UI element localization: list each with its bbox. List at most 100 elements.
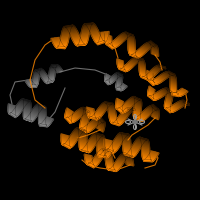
Polygon shape: [24, 104, 31, 107]
Polygon shape: [126, 64, 133, 67]
Polygon shape: [83, 114, 89, 119]
Polygon shape: [80, 34, 89, 37]
Polygon shape: [23, 100, 31, 103]
Polygon shape: [53, 41, 61, 43]
Polygon shape: [104, 152, 112, 154]
Polygon shape: [116, 85, 121, 88]
Polygon shape: [132, 54, 140, 57]
Polygon shape: [121, 85, 126, 88]
Polygon shape: [122, 84, 127, 87]
Polygon shape: [165, 107, 171, 113]
Polygon shape: [104, 102, 112, 105]
Polygon shape: [135, 101, 142, 105]
Polygon shape: [105, 74, 110, 77]
Polygon shape: [127, 64, 134, 67]
Polygon shape: [152, 107, 159, 111]
Polygon shape: [96, 136, 105, 139]
Polygon shape: [122, 154, 130, 156]
Polygon shape: [104, 152, 112, 155]
Polygon shape: [24, 118, 32, 122]
Polygon shape: [148, 79, 154, 82]
Polygon shape: [135, 103, 141, 107]
Polygon shape: [54, 44, 63, 46]
Polygon shape: [48, 80, 54, 82]
Polygon shape: [76, 128, 85, 131]
Polygon shape: [57, 71, 63, 73]
Polygon shape: [126, 108, 133, 110]
Polygon shape: [98, 124, 104, 129]
Polygon shape: [33, 79, 39, 82]
Polygon shape: [39, 72, 45, 74]
Polygon shape: [26, 117, 34, 120]
Polygon shape: [148, 88, 154, 93]
Polygon shape: [34, 71, 40, 73]
Polygon shape: [66, 112, 72, 117]
Polygon shape: [178, 102, 184, 106]
Polygon shape: [153, 68, 160, 71]
Polygon shape: [165, 106, 170, 111]
Polygon shape: [120, 115, 127, 117]
Polygon shape: [141, 144, 149, 148]
Polygon shape: [59, 42, 68, 44]
Polygon shape: [98, 123, 104, 128]
Polygon shape: [138, 59, 144, 61]
Polygon shape: [88, 164, 96, 166]
Polygon shape: [45, 81, 52, 83]
Polygon shape: [111, 77, 116, 80]
Polygon shape: [103, 150, 111, 152]
Polygon shape: [153, 80, 160, 83]
Polygon shape: [111, 122, 118, 124]
Polygon shape: [103, 103, 110, 106]
Polygon shape: [164, 106, 170, 110]
Polygon shape: [64, 144, 73, 147]
Polygon shape: [134, 111, 140, 115]
Polygon shape: [65, 142, 74, 145]
Polygon shape: [138, 59, 144, 62]
Polygon shape: [118, 108, 125, 112]
Polygon shape: [66, 118, 73, 122]
Polygon shape: [105, 81, 110, 83]
Polygon shape: [149, 96, 155, 100]
Polygon shape: [106, 103, 114, 105]
Polygon shape: [98, 108, 106, 110]
Polygon shape: [148, 95, 154, 99]
Polygon shape: [149, 88, 154, 92]
Polygon shape: [169, 73, 176, 77]
Polygon shape: [65, 114, 72, 119]
Polygon shape: [105, 78, 109, 81]
Polygon shape: [67, 141, 75, 144]
Polygon shape: [153, 94, 160, 99]
Polygon shape: [19, 102, 27, 105]
Polygon shape: [120, 155, 128, 158]
Polygon shape: [90, 163, 97, 165]
Polygon shape: [44, 79, 50, 81]
Polygon shape: [47, 81, 53, 82]
Polygon shape: [105, 79, 109, 82]
Polygon shape: [137, 58, 144, 60]
Polygon shape: [116, 119, 124, 122]
Polygon shape: [120, 85, 125, 88]
Polygon shape: [100, 149, 108, 152]
Polygon shape: [83, 108, 90, 113]
Polygon shape: [132, 54, 139, 58]
Polygon shape: [86, 162, 93, 164]
Polygon shape: [137, 50, 145, 54]
Polygon shape: [122, 154, 129, 156]
Polygon shape: [169, 73, 175, 76]
Polygon shape: [117, 118, 125, 120]
Polygon shape: [117, 74, 122, 76]
Polygon shape: [110, 78, 114, 81]
Polygon shape: [144, 159, 153, 162]
Polygon shape: [84, 126, 91, 131]
Polygon shape: [151, 47, 158, 51]
Polygon shape: [105, 160, 113, 162]
Polygon shape: [97, 144, 105, 148]
Polygon shape: [82, 128, 89, 132]
Polygon shape: [134, 98, 141, 101]
Polygon shape: [110, 121, 118, 123]
Polygon shape: [122, 111, 130, 114]
Polygon shape: [93, 159, 101, 161]
Polygon shape: [173, 92, 179, 96]
Polygon shape: [150, 80, 156, 84]
Polygon shape: [65, 116, 72, 124]
